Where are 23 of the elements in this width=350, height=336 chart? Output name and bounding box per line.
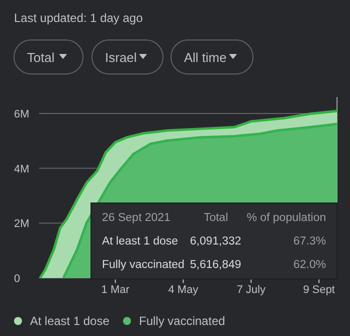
text: All time [184, 50, 227, 65]
annotation: % of population [246, 212, 326, 224]
x-tick-label: 9 Sept [303, 284, 335, 296]
chart-subtitle: Last updated: 1 day ago [14, 11, 144, 25]
x-tick-label: 4 May [168, 284, 199, 296]
text: Total [27, 50, 55, 65]
x-tick-label: 7 July [236, 284, 266, 296]
annotation: 26 Sept 2021 [102, 212, 170, 224]
annotation: 5,616,849 [190, 259, 242, 271]
y-tick-label: 0 [14, 273, 20, 285]
y-tick-label: 4M [14, 163, 30, 176]
y-tick-label: 6M [14, 108, 30, 120]
annotation: 67.3% [293, 236, 326, 248]
legend-label: Fully vaccinated [139, 314, 226, 328]
text: Israel [105, 50, 137, 65]
y-tick-label: 2M [14, 218, 30, 230]
legend-label: At least 1 dose [30, 314, 110, 328]
annotation: 6,091,332 [190, 236, 242, 248]
annotation: Total [204, 212, 228, 224]
annotation: At least 1 dose [102, 236, 178, 248]
annotation: 62.0% [293, 259, 326, 271]
annotation: Fully vaccinated [102, 259, 184, 271]
x-tick-label: 1 Mar [101, 284, 130, 296]
